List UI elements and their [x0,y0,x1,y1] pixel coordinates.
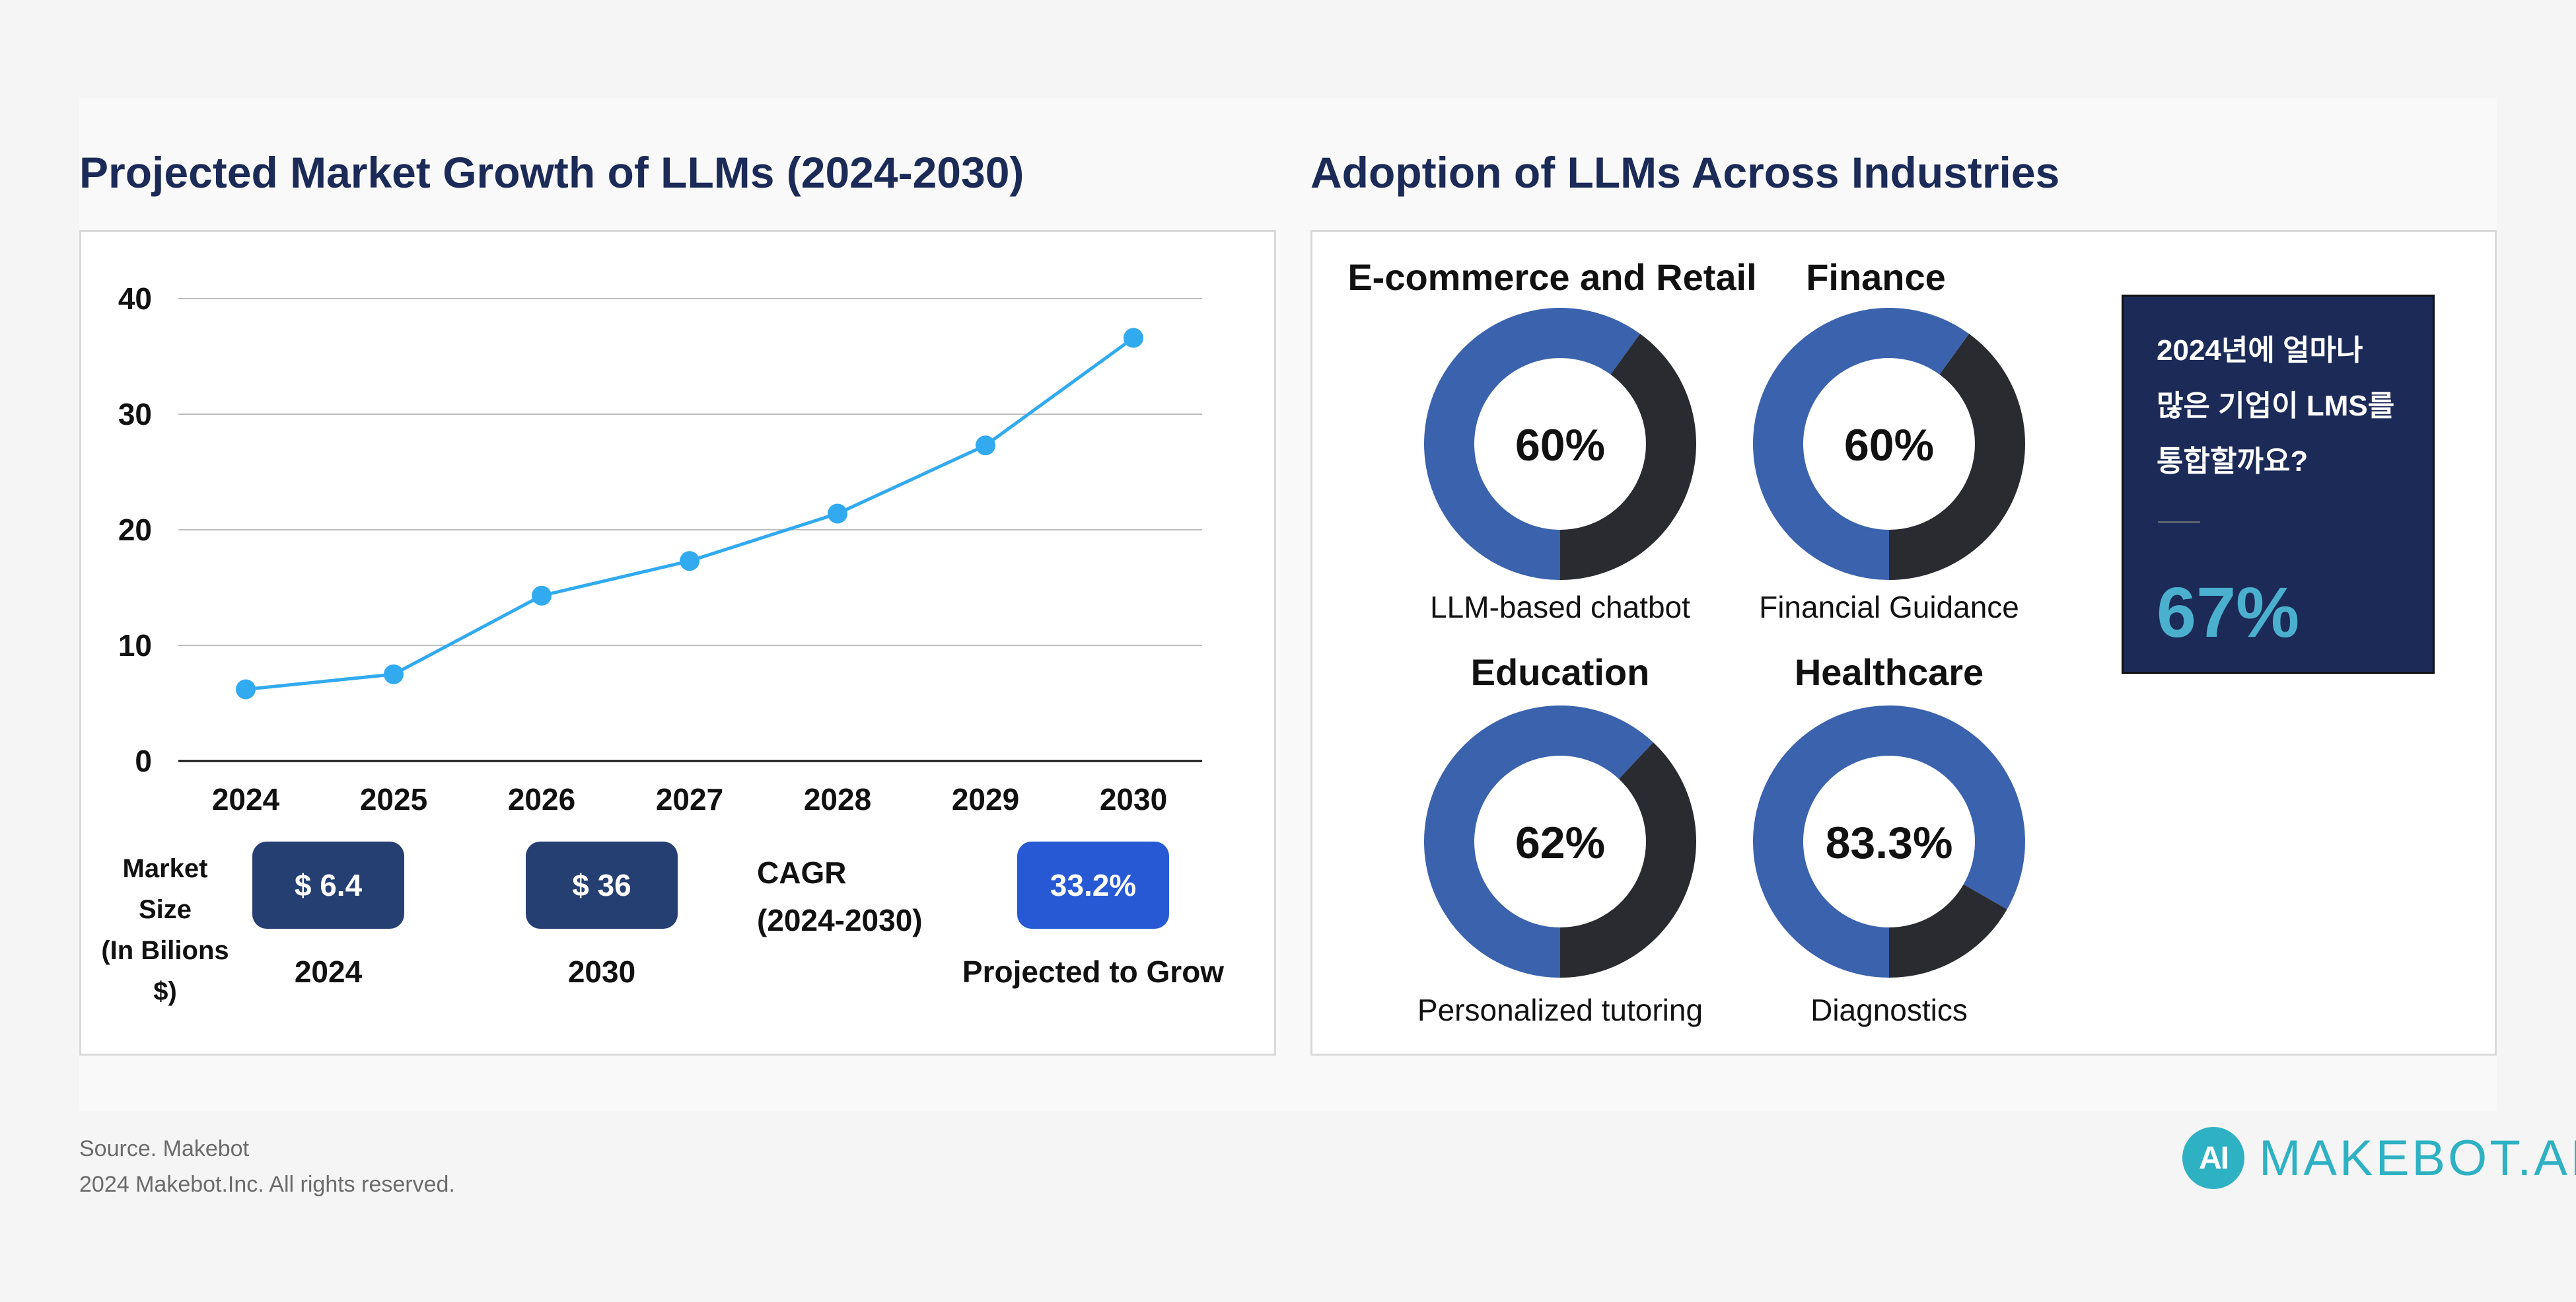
donut-ecommerce-segment-rest [1560,334,1696,580]
x-tick-label: 2030 [1100,782,1167,816]
donut-finance-segment-rest [1889,334,2025,580]
market-size-label-line: Market [122,854,208,883]
y-tick-label: 0 [135,744,152,778]
x-tick-label: 2026 [508,782,575,816]
data-point [976,435,995,456]
market-growth-title: Projected Market Growth of LLMs (2024-20… [79,148,1024,197]
y-tick-label: 20 [118,513,152,547]
cagr-period-label: (2024-2030) [757,903,923,937]
data-point [828,503,847,524]
makebot-logo-icon: AI [2182,1127,2244,1189]
donut-education-segment-rest [1560,742,1696,978]
donut-finance [1753,308,2025,580]
x-tick-label: 2027 [656,782,723,816]
cagr-caption: Projected to Grow [962,955,1225,989]
donut-education-segment-share [1424,705,1654,978]
adoption-title: Adoption of LLMs Across Industries [1310,148,2060,197]
data-point [532,585,552,606]
makebot-logo-text: MAKEBOT.AI [2259,1130,2576,1186]
x-tick-label: 2029 [952,782,1019,816]
donut-title-ecommerce: E-commerce and Retail [1347,256,1757,298]
donut-caption-healthcare: Diagnostics [1810,993,1968,1027]
market-size-label: Market Size (In Bilions $) [99,848,231,1012]
donut-healthcare-segment-share [1753,705,2025,978]
x-tick-label: 2024 [212,782,280,816]
donut-title-healthcare: Healthcare [1794,651,1984,693]
lms-adoption-question-line: 2024년에 얼마나 [2157,334,2363,367]
donut-caption-finance: Financial Guidance [1759,590,2019,624]
lms-adoption-value: 67% [2157,572,2300,652]
donut-ecommerce-segment-share [1424,308,1641,580]
lms-adoption-question-line: 통합할까요? [2157,445,2308,478]
market-size-label-line: (In Bilions [101,936,229,965]
copyright-text: 2024 Makebot.Inc. All rights reserved. [79,1172,455,1197]
cagr-pill: 33.2% [1017,842,1169,929]
market-2030-pill: $ 36 [526,842,678,929]
donut-healthcare-segment-rest [1889,884,2007,978]
donut-caption-ecommerce: LLM-based chatbot [1430,590,1690,624]
donut-ecommerce [1424,308,1696,580]
donut-finance-segment-share [1753,308,1970,580]
market-2024-pill: $ 6.4 [252,842,404,929]
donut-title-education: Education [1470,651,1650,693]
donut-value-finance: 60% [1843,420,1935,470]
market-2024-year: 2024 [294,955,363,989]
lms-adoption-info-box: 2024년에 얼마나 많은 기업이 LMS를 통합할까요? 67% [2122,295,2435,674]
x-tick-label: 2025 [360,782,427,816]
data-point [680,551,699,571]
market-size-label-line: $) [153,977,177,1006]
series-line [245,336,1135,691]
y-tick-label: 10 [118,628,152,663]
y-tick-label: 30 [118,397,152,431]
x-tick-label: 2028 [804,782,871,816]
source-text: Source. Makebot [79,1136,250,1161]
donut-value-education: 62% [1515,818,1606,868]
market-2030-year: 2030 [567,955,636,989]
divider [2158,521,2200,523]
lms-adoption-question-line: 많은 기업이 LMS를 [2157,390,2395,422]
data-point [1124,328,1143,348]
donut-caption-education: Personalized tutoring [1417,993,1703,1027]
lms-adoption-question: 2024년에 얼마나 많은 기업이 LMS를 통합할까요? [2157,323,2421,489]
data-point [384,664,404,684]
donut-value-healthcare: 83.3% [1825,818,1953,868]
y-tick-label: 40 [118,281,152,316]
donut-value-ecommerce: 60% [1515,420,1606,470]
donut-healthcare [1753,705,2025,978]
donut-education [1424,705,1696,978]
cagr-label: CAGR [757,855,847,890]
donut-title-finance: Finance [1806,256,1946,298]
market-size-label-line: Size [138,895,192,924]
data-point [236,679,256,700]
